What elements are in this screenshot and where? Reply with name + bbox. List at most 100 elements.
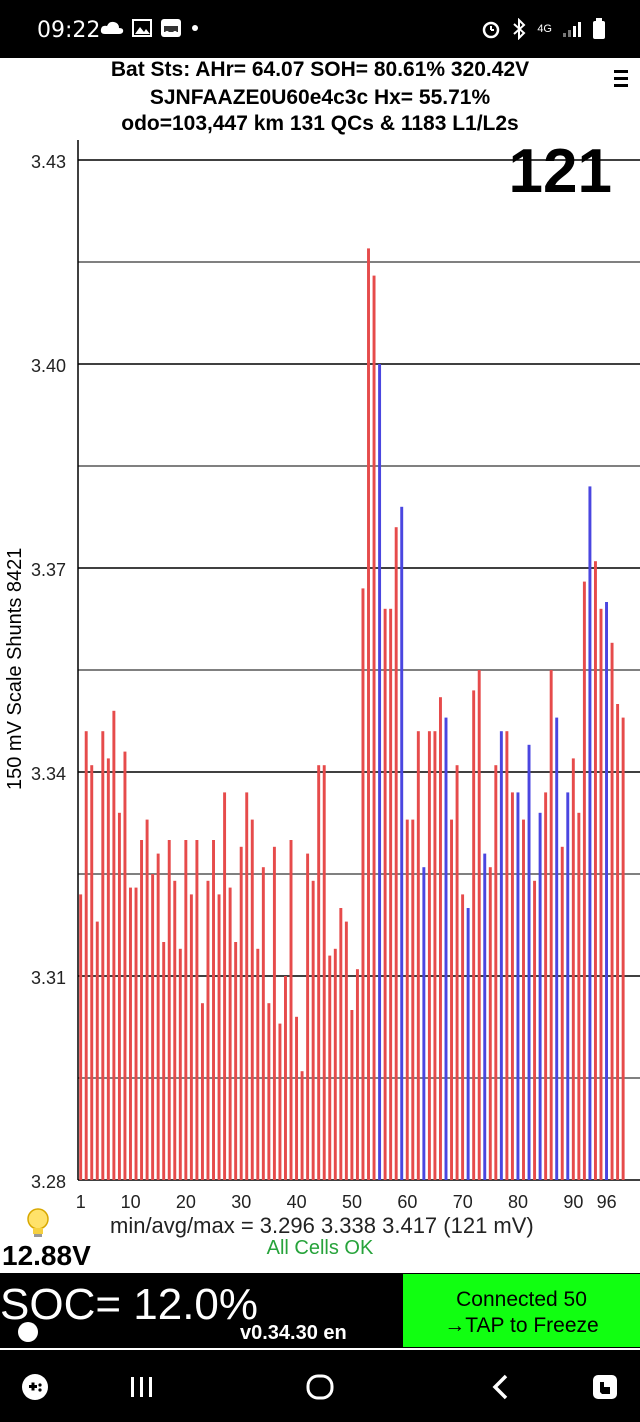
cell-bar-8: [117, 812, 121, 1180]
signal-icon: [563, 22, 581, 37]
x-tick-label: 60: [397, 1192, 417, 1212]
vin-health-line: SJNFAAZE0U60e4c3c Hx= 55.71%: [149, 86, 491, 109]
cell-bar-6: [106, 758, 110, 1180]
cell-bar-11: [134, 887, 138, 1180]
cell-bar-63: [422, 867, 426, 1180]
cell-bar-96: [605, 602, 608, 1180]
x-tick-label: 40: [287, 1192, 307, 1212]
cell-bar-15: [156, 853, 160, 1180]
network-label: 4G: [537, 23, 552, 35]
game-launcher-icon[interactable]: [20, 1372, 50, 1402]
cell-bar-67: [444, 717, 448, 1180]
cell-bar-65: [433, 731, 437, 1180]
alarm-icon: [483, 21, 500, 39]
dot-icon: [192, 25, 198, 31]
cell-bar-25: [212, 840, 215, 1180]
toggle-dot-icon[interactable]: [18, 1322, 38, 1342]
cell-bar-21: [189, 894, 193, 1180]
cell-bar-20: [184, 840, 188, 1180]
cell-voltage-chart[interactable]: 3.28 3.31 3.34 3.37 3.40 3.43 1 10 20 30 40 50 60 70 8…: [0, 130, 640, 1220]
cell-bar-16: [162, 942, 166, 1180]
home-icon[interactable]: [305, 1372, 335, 1402]
lightbulb-icon[interactable]: [26, 1208, 50, 1240]
app-version: v0.34.30 en: [240, 1322, 347, 1344]
x-tick-label: 90: [563, 1192, 583, 1212]
cell-bar-2: [84, 731, 88, 1180]
notification-icons: [100, 18, 200, 38]
cell-bar-30: [239, 846, 243, 1180]
cell-bar-61: [411, 819, 415, 1180]
cell-bar-35: [267, 1003, 271, 1180]
cell-bar-82: [527, 744, 531, 1180]
cell-bar-17: [167, 840, 171, 1180]
x-tick-label: 30: [231, 1192, 251, 1212]
cell-bar-27: [223, 792, 227, 1180]
cell-bar-43: [311, 880, 315, 1180]
cell-bar-40: [295, 1016, 299, 1180]
cell-bar-77: [499, 731, 503, 1180]
cell-bar-95: [599, 608, 603, 1180]
cell-bar-75: [488, 867, 492, 1180]
cell-bar-13: [145, 819, 149, 1180]
cell-bar-14: [151, 874, 155, 1180]
recent-apps-icon[interactable]: [129, 1372, 155, 1402]
battery-icon: [593, 18, 605, 39]
cell-bar-70: [461, 894, 465, 1180]
cell-bar-47: [333, 948, 337, 1180]
cell-bar-45: [322, 765, 326, 1180]
back-icon[interactable]: [488, 1372, 514, 1402]
cell-bar-undefined: [616, 704, 620, 1180]
cell-bar-32: [250, 819, 254, 1180]
gallery-icon: [132, 19, 152, 37]
app-car-icon: [161, 19, 181, 37]
bluetooth-icon: [513, 18, 526, 40]
cell-bar-53: [367, 248, 370, 1180]
cell-bar-38: [284, 976, 287, 1180]
cell-bar-12: [140, 840, 144, 1180]
cell-bar-59: [400, 506, 404, 1180]
cell-bar-51: [355, 969, 359, 1180]
cells-status: All Cells OK: [266, 1237, 374, 1259]
cell-bar-94: [593, 561, 597, 1180]
cell-bar-49: [344, 921, 348, 1180]
cell-bar-88: [560, 846, 564, 1180]
cell-bar-91: [577, 812, 581, 1180]
cell-bar-92: [582, 581, 586, 1180]
cell-bar-10: [129, 887, 132, 1180]
battery-status-line: Bat Sts: AHr= 64.07 SOH= 80.61% 320.42V: [110, 58, 530, 81]
cell-bar-24: [206, 880, 210, 1180]
x-tick-label: 50: [342, 1192, 362, 1212]
y-tick-label: 3.43: [31, 152, 66, 172]
cell-bar-undefined: [610, 642, 614, 1180]
cell-bar-69: [455, 765, 459, 1180]
y-tick-label: 3.34: [31, 764, 66, 784]
cell-bar-22: [195, 840, 199, 1180]
cell-bar-9: [123, 751, 127, 1180]
cell-bar-29: [234, 942, 238, 1180]
cell-bar-74: [483, 853, 487, 1180]
cell-bar-64: [427, 731, 431, 1180]
x-tick-label: 20: [176, 1192, 196, 1212]
cell-bar-42: [306, 853, 310, 1180]
cell-bar-28: [228, 887, 232, 1180]
cell-bar-81: [522, 819, 525, 1180]
cell-bar-84: [538, 812, 542, 1180]
cell-bar-7: [112, 710, 116, 1180]
x-tick-label: 1: [76, 1192, 86, 1212]
cell-bar-41: [300, 1071, 304, 1180]
x-tick-label: 96: [597, 1192, 617, 1212]
menu-icon[interactable]: [614, 70, 628, 91]
cell-bar-79: [510, 792, 514, 1180]
cell-span-mv: 121: [508, 137, 612, 206]
cell-bar-76: [494, 765, 498, 1180]
system-icons: 4G: [481, 18, 606, 40]
cell-bar-86: [549, 670, 553, 1180]
cloud-icon: [100, 21, 124, 34]
connection-button[interactable]: Connected 50 →TAP to Freeze: [403, 1274, 640, 1347]
screenshot-icon[interactable]: [590, 1372, 620, 1402]
cell-bar-33: [256, 948, 260, 1180]
freeze-hint: →TAP to Freeze: [444, 1314, 599, 1337]
cell-bar-62: [416, 731, 420, 1180]
cell-bar-39: [289, 840, 293, 1180]
y-tick-label: 3.40: [31, 356, 66, 376]
